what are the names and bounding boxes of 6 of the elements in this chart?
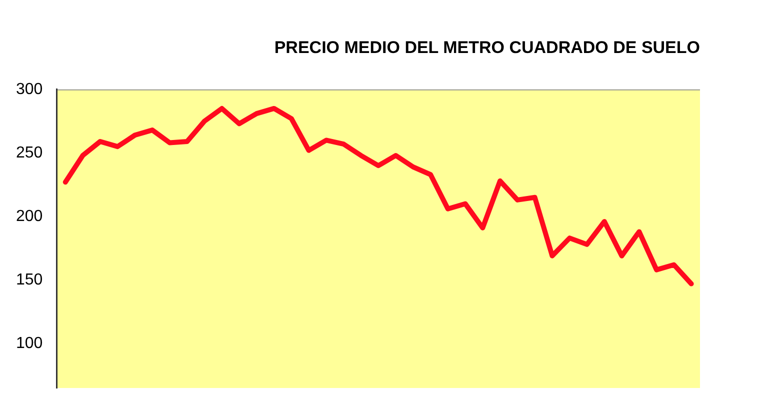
y-tick-label: 200 [16, 208, 43, 225]
y-tick-label: 100 [16, 334, 43, 352]
y-tick-label: 300 [16, 80, 43, 98]
y-tick-label: 150 [16, 271, 43, 288]
y-tick-label: 250 [16, 144, 43, 162]
chart-title: PRECIO MEDIO DEL METRO CUADRADO DE SUELO [274, 38, 700, 57]
